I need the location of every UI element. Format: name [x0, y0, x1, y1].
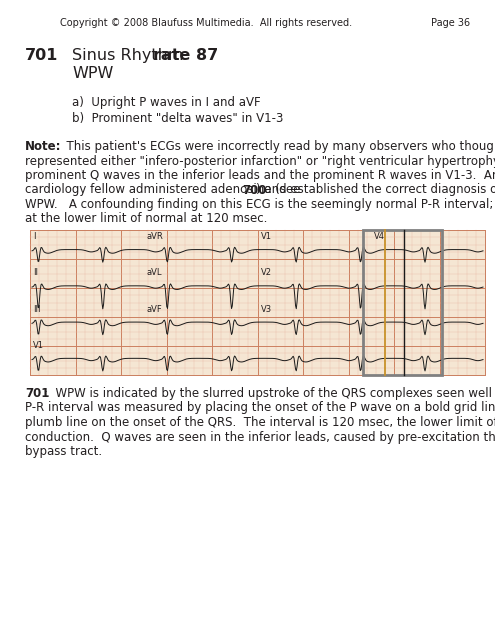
Text: b)  Prominent "delta waves" in V1-3: b) Prominent "delta waves" in V1-3 [72, 112, 283, 125]
Text: represented either "infero-posterior infarction" or "right ventricular hypertrop: represented either "infero-posterior inf… [25, 154, 495, 168]
Text: bypass tract.: bypass tract. [25, 445, 102, 458]
Text: Note:: Note: [25, 140, 61, 153]
Text: aVL: aVL [147, 268, 162, 277]
Text: V4: V4 [374, 232, 385, 241]
Bar [30, 230, 485, 375]
Text: WPW.   A confounding finding on this ECG is the seemingly normal P-R interval; i: WPW. A confounding finding on this ECG i… [25, 198, 495, 211]
Text: conduction.  Q waves are seen in the inferior leads, caused by pre-excitation th: conduction. Q waves are seen in the infe… [25, 431, 495, 444]
Bar [363, 230, 442, 375]
Text: rate 87: rate 87 [153, 48, 218, 63]
Text: aVF: aVF [147, 305, 162, 314]
Text: This patient's ECGs were incorrectly read by many observers who thought that the: This patient's ECGs were incorrectly rea… [59, 140, 495, 153]
Text: WPW: WPW [72, 66, 113, 81]
Text: V1: V1 [260, 232, 271, 241]
Text: III: III [33, 305, 41, 314]
Text: Sinus Rhythm: Sinus Rhythm [72, 48, 189, 63]
Text: Copyright © 2008 Blaufuss Multimedia.  All rights reserved.: Copyright © 2008 Blaufuss Multimedia. Al… [60, 18, 352, 28]
Text: aVR: aVR [147, 232, 163, 241]
Text: :  WPW is indicated by the slurred upstroke of the QRS complexes seen well in V1: : WPW is indicated by the slurred upstro… [44, 387, 495, 400]
Text: V3: V3 [260, 305, 272, 314]
Text: 701: 701 [25, 387, 50, 400]
Text: plumb line on the onset of the QRS.  The interval is 120 msec, the lower limit o: plumb line on the onset of the QRS. The … [25, 416, 495, 429]
Text: I: I [33, 232, 36, 241]
Text: at the lower limit of normal at 120 msec.: at the lower limit of normal at 120 msec… [25, 212, 267, 225]
Text: 701: 701 [25, 48, 58, 63]
Text: V2: V2 [260, 268, 271, 277]
Text: prominent Q waves in the inferior leads and the prominent R waves in V1-3.  An a: prominent Q waves in the inferior leads … [25, 169, 495, 182]
Text: P-R interval was measured by placing the onset of the P wave on a bold grid line: P-R interval was measured by placing the… [25, 401, 495, 415]
Text: 700: 700 [242, 184, 266, 196]
Text: a)  Upright P waves in I and aVF: a) Upright P waves in I and aVF [72, 96, 261, 109]
Text: ) and established the correct diagnosis of: ) and established the correct diagnosis … [256, 184, 495, 196]
Text: cardiology fellow administered adenosine (see: cardiology fellow administered adenosine… [25, 184, 304, 196]
Text: V1: V1 [33, 340, 44, 349]
Text: II: II [33, 268, 38, 277]
Text: Page 36: Page 36 [431, 18, 470, 28]
